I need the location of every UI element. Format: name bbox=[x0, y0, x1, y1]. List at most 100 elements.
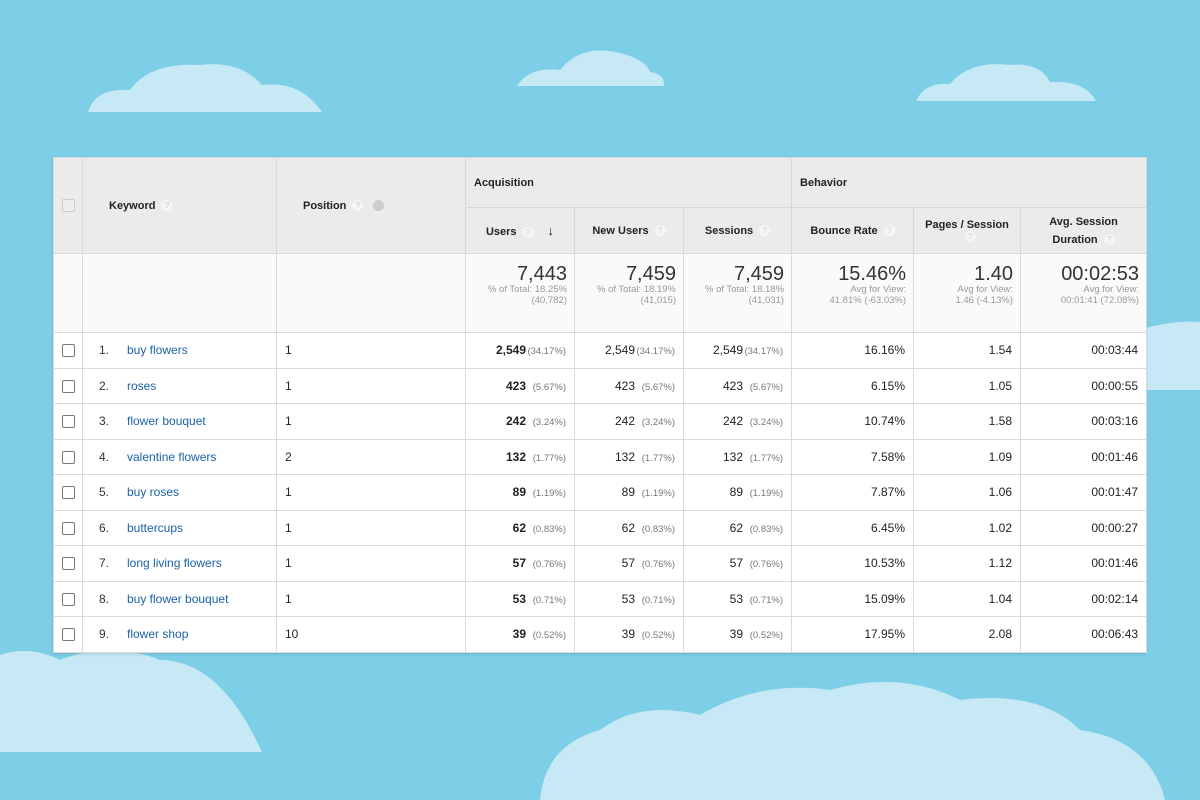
row-checkbox[interactable] bbox=[61, 628, 75, 642]
select-all-checkbox[interactable] bbox=[61, 199, 75, 212]
sessions-cell: 57 (0.76%) bbox=[682, 545, 793, 582]
keyword-header-label: Keyword bbox=[109, 199, 156, 212]
row-checkbox[interactable] bbox=[61, 557, 75, 571]
new-users-value: 89 bbox=[621, 485, 635, 500]
keyword-cell: 3. flower bouquet bbox=[82, 403, 277, 440]
keyword-link[interactable]: flower bouquet bbox=[127, 414, 206, 429]
total-users: 7,443% of Total: 18.25% (40,782) bbox=[465, 253, 575, 333]
behavior-group-header: Behavior bbox=[791, 157, 1148, 208]
keyword-report-table: Keyword? Position? Acquisition Behavior … bbox=[53, 157, 1148, 653]
table-row: 7. long living flowers 1 57 (0.76%) 57 (0.76%)… bbox=[53, 545, 1148, 582]
users-percent: (1.77%) bbox=[532, 452, 566, 464]
sessions-value: 39 bbox=[729, 627, 744, 642]
help-icon[interactable]: ? bbox=[522, 226, 534, 238]
users-value: 423 bbox=[505, 378, 526, 393]
help-icon[interactable]: ? bbox=[1103, 234, 1115, 246]
keyword-cell: 6. buttercups bbox=[82, 509, 277, 546]
row-checkbox[interactable] bbox=[61, 415, 75, 429]
keyword-cell: 1. buy flowers bbox=[82, 332, 277, 369]
row-checkbox[interactable] bbox=[61, 379, 75, 393]
new-users-cell: 423 (5.67%) bbox=[574, 367, 684, 404]
sessions-percent: (1.19%) bbox=[749, 488, 784, 500]
new-users-cell: 57 (0.76%) bbox=[574, 545, 684, 582]
users-value: 2,549 bbox=[495, 343, 526, 358]
bounce-rate-cell: 6.15% bbox=[791, 367, 915, 404]
pages-session-cell: 1.09 bbox=[913, 438, 1022, 475]
total-note: 41.81% (-63.03%) bbox=[829, 295, 907, 306]
row-select-cell bbox=[53, 332, 83, 369]
sessions-header[interactable]: Sessions? bbox=[682, 207, 793, 254]
table-row: 5. buy roses 1 89 (1.19%) 89 (1.19%) 89 (1.19%) 7… bbox=[53, 474, 1148, 511]
new-users-percent: (34.17%) bbox=[636, 346, 675, 358]
new-users-value: 57 bbox=[621, 556, 635, 571]
keyword-link[interactable]: flower shop bbox=[127, 627, 189, 642]
row-select-cell bbox=[53, 367, 83, 404]
users-value: 89 bbox=[512, 485, 526, 500]
help-icon[interactable]: ? bbox=[964, 231, 976, 243]
sessions-cell: 132 (1.77%) bbox=[682, 438, 793, 475]
keyword-link[interactable]: buy flower bouquet bbox=[127, 591, 229, 606]
avg-duration-cell: 00:00:27 bbox=[1020, 509, 1148, 546]
users-cell: 62 (0.83%) bbox=[465, 509, 575, 546]
total-avg-duration: 00:02:53 Avg for View: 00:01:41 (72.08%) bbox=[1020, 253, 1148, 333]
table-row: 1. buy flowers 1 2,549(34.17%) 2,549(34.17%)… bbox=[53, 332, 1148, 369]
help-icon[interactable]: ? bbox=[654, 225, 666, 237]
row-checkbox[interactable] bbox=[61, 450, 75, 464]
position-header[interactable]: Position? bbox=[276, 157, 466, 254]
cloud bbox=[916, 64, 1096, 101]
help-icon[interactable]: ? bbox=[352, 200, 364, 212]
total-value: 00:02:53 bbox=[1061, 263, 1140, 285]
keyword-link[interactable]: buy roses bbox=[127, 485, 180, 500]
position-header-label: Position bbox=[303, 199, 347, 212]
row-checkbox[interactable] bbox=[61, 521, 75, 535]
table-row: 3. flower bouquet 1 242 (3.24%) 242 (3.24%) 242… bbox=[53, 403, 1148, 440]
help-icon[interactable]: ? bbox=[883, 225, 895, 237]
total-note: % of Total: 18.18% bbox=[704, 284, 785, 295]
users-percent: (0.76%) bbox=[532, 559, 566, 571]
row-checkbox[interactable] bbox=[61, 344, 75, 358]
users-header-label: Users bbox=[485, 226, 517, 238]
row-index: 8. bbox=[99, 591, 110, 606]
new-users-percent: (0.52%) bbox=[641, 630, 675, 642]
keyword-cell: 2. roses bbox=[82, 367, 277, 404]
bounce-rate-cell: 15.09% bbox=[791, 580, 915, 617]
avg-duration-header[interactable]: Avg. Session Duration? bbox=[1020, 207, 1148, 254]
sort-descending-icon[interactable]: ↓ bbox=[547, 223, 555, 238]
total-note: (41,015) bbox=[640, 295, 676, 306]
position-cell: 1 bbox=[276, 509, 466, 546]
total-note: Avg for View: bbox=[850, 284, 907, 295]
users-percent: (1.19%) bbox=[532, 488, 566, 500]
position-cell: 1 bbox=[276, 580, 466, 617]
users-value: 62 bbox=[512, 520, 526, 535]
help-icon[interactable]: ? bbox=[161, 200, 173, 212]
total-value: 7,443 bbox=[516, 263, 567, 285]
total-note: Avg for View: bbox=[1083, 284, 1140, 295]
keyword-link[interactable]: roses bbox=[127, 378, 157, 393]
row-checkbox[interactable] bbox=[61, 592, 75, 606]
cloud bbox=[517, 50, 665, 86]
keyword-header[interactable]: Keyword? bbox=[82, 157, 277, 254]
new-users-percent: (5.67%) bbox=[641, 381, 675, 393]
new-users-percent: (1.77%) bbox=[641, 452, 675, 464]
keyword-link[interactable]: buy flowers bbox=[127, 343, 188, 358]
position-cell: 1 bbox=[276, 403, 466, 440]
row-checkbox[interactable] bbox=[61, 486, 75, 500]
sessions-percent: (0.52%) bbox=[749, 630, 784, 642]
sessions-cell: 89 (1.19%) bbox=[682, 474, 793, 511]
secondary-dimension-icon[interactable] bbox=[373, 199, 385, 211]
help-icon[interactable]: ? bbox=[759, 225, 771, 237]
keyword-link[interactable]: long living flowers bbox=[127, 556, 222, 571]
new-users-cell: 2,549(34.17%) bbox=[574, 332, 684, 369]
users-header[interactable]: Users? ↓ bbox=[465, 207, 575, 254]
new-users-value: 423 bbox=[614, 378, 635, 393]
keyword-link[interactable]: valentine flowers bbox=[127, 449, 217, 464]
pages-session-header[interactable]: Pages / Session? bbox=[913, 207, 1022, 254]
row-index: 2. bbox=[99, 378, 110, 393]
row-index: 6. bbox=[99, 520, 110, 535]
new-users-header[interactable]: New Users? bbox=[574, 207, 684, 254]
position-cell: 10 bbox=[276, 616, 466, 653]
sessions-percent: (0.76%) bbox=[749, 559, 784, 571]
keyword-link[interactable]: buttercups bbox=[127, 520, 184, 535]
bounce-rate-header[interactable]: Bounce Rate? bbox=[791, 207, 915, 254]
row-select-cell bbox=[53, 580, 83, 617]
